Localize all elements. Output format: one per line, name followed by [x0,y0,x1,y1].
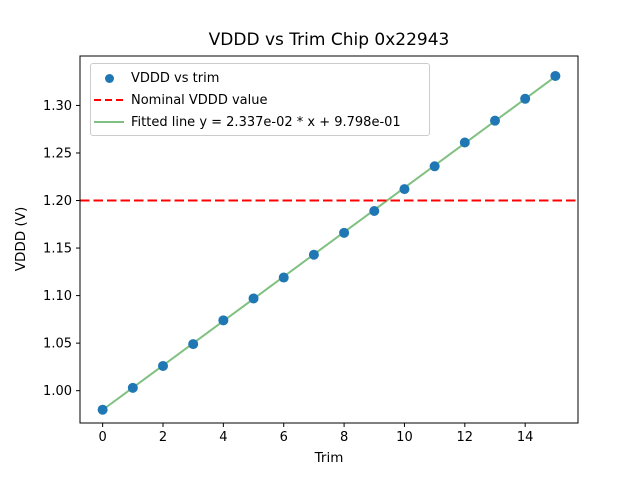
data-point [308,249,319,260]
legend-dashed-swatch [94,94,124,106]
data-point [399,184,410,195]
data-point [459,137,470,148]
y-axis-label: VDDD (V) [13,206,29,272]
legend-label: VDDD vs trim [131,70,220,86]
x-tick-label: 4 [219,430,227,445]
legend-entry-vddd-vs-trim: VDDD vs trim [91,67,429,89]
y-tick-label: 1.20 [43,194,72,209]
x-tick-label: 0 [98,430,106,445]
x-axis-label: Trim [314,450,344,466]
x-tick-label: 14 [517,430,534,445]
x-tick-label: 10 [396,430,413,445]
legend-marker-swatch [94,72,124,84]
axes-frame [79,55,579,424]
legend-entry-nominal-vddd: Nominal VDDD value [91,89,429,111]
legend-entry-fitted-line: Fitted line y = 2.337e-02 * x + 9.798e-0… [91,111,429,133]
solid-line-icon [94,121,124,123]
y-tick-label: 1.30 [43,99,72,114]
x-tick-label: 12 [457,430,474,445]
data-point [97,404,108,415]
x-tick-label: 8 [340,430,348,445]
fitted-line [102,75,556,411]
y-tick-label: 1.15 [43,242,72,257]
legend-label: Fitted line y = 2.337e-02 * x + 9.798e-0… [131,114,401,130]
y-tick-label: 1.05 [43,337,72,352]
data-point [158,360,168,371]
chart-title: VDDD vs Trim Chip 0x22943 [208,30,450,50]
data-point [429,161,440,172]
x-tick-label: 2 [159,430,167,445]
x-tick-label: 6 [280,430,288,445]
data-point [127,382,138,393]
dashed-line-icon [94,99,124,101]
legend-solid-swatch [94,116,124,128]
data-point [248,293,259,304]
data-point [278,272,289,283]
data-point [369,205,380,216]
data-point [339,227,350,238]
scatter-marker-icon [104,73,114,83]
legend: VDDD vs trim Nominal VDDD value Fitted l… [90,63,430,136]
data-point [550,70,561,81]
y-tick-label: 1.10 [43,289,72,304]
data-point [490,115,500,126]
data-point [218,315,229,326]
data-point [188,339,199,350]
y-tick-label: 1.25 [43,146,72,161]
data-point [520,93,531,104]
legend-label: Nominal VDDD value [131,92,268,108]
y-tick-label: 1.00 [43,384,72,399]
